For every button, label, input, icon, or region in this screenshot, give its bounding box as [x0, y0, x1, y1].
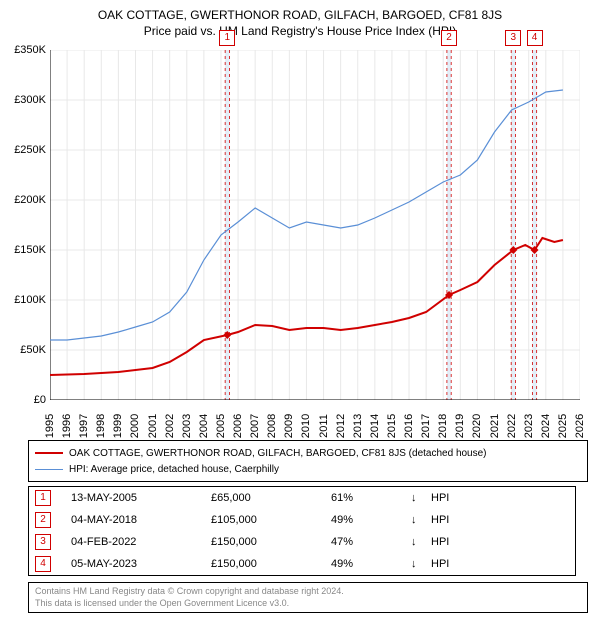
x-tick-label: 2022 — [506, 414, 518, 438]
down-arrow-icon: ↓ — [411, 492, 431, 504]
legend: OAK COTTAGE, GWERTHONOR ROAD, GILFACH, B… — [28, 440, 588, 482]
row-marker: 4 — [35, 556, 51, 572]
x-tick-label: 2013 — [352, 414, 364, 438]
down-arrow-icon: ↓ — [411, 536, 431, 548]
x-tick-label: 2004 — [198, 414, 210, 438]
row-date: 04-MAY-2018 — [71, 514, 211, 526]
x-tick-label: 2011 — [318, 414, 330, 438]
event-marker: 2 — [441, 30, 457, 46]
row-marker: 2 — [35, 512, 51, 528]
table-row: 3 04-FEB-2022£150,00047%↓HPI — [29, 531, 575, 553]
legend-swatch — [35, 469, 63, 470]
y-tick-label: £200K — [14, 194, 46, 206]
legend-row: HPI: Average price, detached house, Caer… — [35, 461, 581, 477]
data-table: 113-MAY-2005£65,00061%↓HPI204-MAY-2018£1… — [28, 486, 576, 576]
legend-swatch — [35, 452, 63, 454]
y-tick-label: £0 — [34, 394, 46, 406]
x-tick-label: 2020 — [471, 414, 483, 438]
y-tick-label: £300K — [14, 94, 46, 106]
table-row: 2 04-MAY-2018£105,00049%↓HPI — [29, 509, 575, 531]
legend-label: OAK COTTAGE, GWERTHONOR ROAD, GILFACH, B… — [69, 448, 487, 459]
x-tick-label: 2003 — [181, 414, 193, 438]
x-tick-label: 2024 — [540, 414, 552, 438]
table-row: 1 13-MAY-2005£65,00061%↓HPI — [29, 487, 575, 509]
row-ref: HPI — [431, 514, 471, 526]
chart-container: OAK COTTAGE, GWERTHONOR ROAD, GILFACH, B… — [0, 0, 600, 620]
x-tick-label: 2026 — [574, 414, 586, 438]
row-pct: 49% — [331, 558, 411, 570]
event-marker: 4 — [527, 30, 543, 46]
x-tick-label: 2007 — [249, 414, 261, 438]
x-tick-label: 1999 — [112, 414, 124, 438]
x-tick-label: 2006 — [232, 414, 244, 438]
x-tick-label: 2012 — [335, 414, 347, 438]
x-tick-label: 2025 — [557, 414, 569, 438]
x-tick-label: 2014 — [369, 414, 381, 438]
plot-svg — [50, 50, 580, 400]
row-ref: HPI — [431, 558, 471, 570]
down-arrow-icon: ↓ — [411, 558, 431, 570]
x-tick-label: 2016 — [403, 414, 415, 438]
row-marker: 1 — [35, 490, 51, 506]
row-date: 13-MAY-2005 — [71, 492, 211, 504]
x-tick-label: 2023 — [523, 414, 535, 438]
event-marker: 1 — [219, 30, 235, 46]
x-tick-label: 2015 — [386, 414, 398, 438]
x-tick-label: 2021 — [489, 414, 501, 438]
y-tick-label: £100K — [14, 294, 46, 306]
y-tick-label: £50K — [20, 344, 46, 356]
x-tick-label: 1996 — [61, 414, 73, 438]
y-tick-label: £250K — [14, 144, 46, 156]
row-ref: HPI — [431, 536, 471, 548]
row-marker: 3 — [35, 534, 51, 550]
x-tick-label: 1998 — [95, 414, 107, 438]
row-price: £150,000 — [211, 536, 331, 548]
x-tick-label: 2017 — [420, 414, 432, 438]
legend-label: HPI: Average price, detached house, Caer… — [69, 464, 279, 475]
x-tick-label: 2019 — [454, 414, 466, 438]
title-line1: OAK COTTAGE, GWERTHONOR ROAD, GILFACH, B… — [0, 8, 600, 22]
row-pct: 49% — [331, 514, 411, 526]
x-tick-label: 2008 — [266, 414, 278, 438]
x-tick-label: 2010 — [300, 414, 312, 438]
x-tick-label: 2018 — [437, 414, 449, 438]
row-date: 04-FEB-2022 — [71, 536, 211, 548]
row-ref: HPI — [431, 492, 471, 504]
footer: Contains HM Land Registry data © Crown c… — [28, 582, 588, 613]
x-tick-label: 2002 — [164, 414, 176, 438]
y-tick-label: £150K — [14, 244, 46, 256]
legend-row: OAK COTTAGE, GWERTHONOR ROAD, GILFACH, B… — [35, 445, 581, 461]
row-price: £150,000 — [211, 558, 331, 570]
row-price: £105,000 — [211, 514, 331, 526]
chart-area: £0£50K£100K£150K£200K£250K£300K£350K 199… — [50, 50, 580, 400]
x-tick-label: 2005 — [215, 414, 227, 438]
row-pct: 61% — [331, 492, 411, 504]
x-tick-label: 2001 — [147, 414, 159, 438]
event-marker: 3 — [505, 30, 521, 46]
table-row: 4 05-MAY-2023£150,00049%↓HPI — [29, 553, 575, 575]
footer-line1: Contains HM Land Registry data © Crown c… — [35, 586, 581, 598]
row-price: £65,000 — [211, 492, 331, 504]
footer-line2: This data is licensed under the Open Gov… — [35, 598, 581, 610]
x-tick-label: 1995 — [44, 414, 56, 438]
x-tick-label: 2000 — [129, 414, 141, 438]
y-tick-label: £350K — [14, 44, 46, 56]
row-date: 05-MAY-2023 — [71, 558, 211, 570]
row-pct: 47% — [331, 536, 411, 548]
x-tick-label: 1997 — [78, 414, 90, 438]
down-arrow-icon: ↓ — [411, 514, 431, 526]
x-tick-label: 2009 — [283, 414, 295, 438]
